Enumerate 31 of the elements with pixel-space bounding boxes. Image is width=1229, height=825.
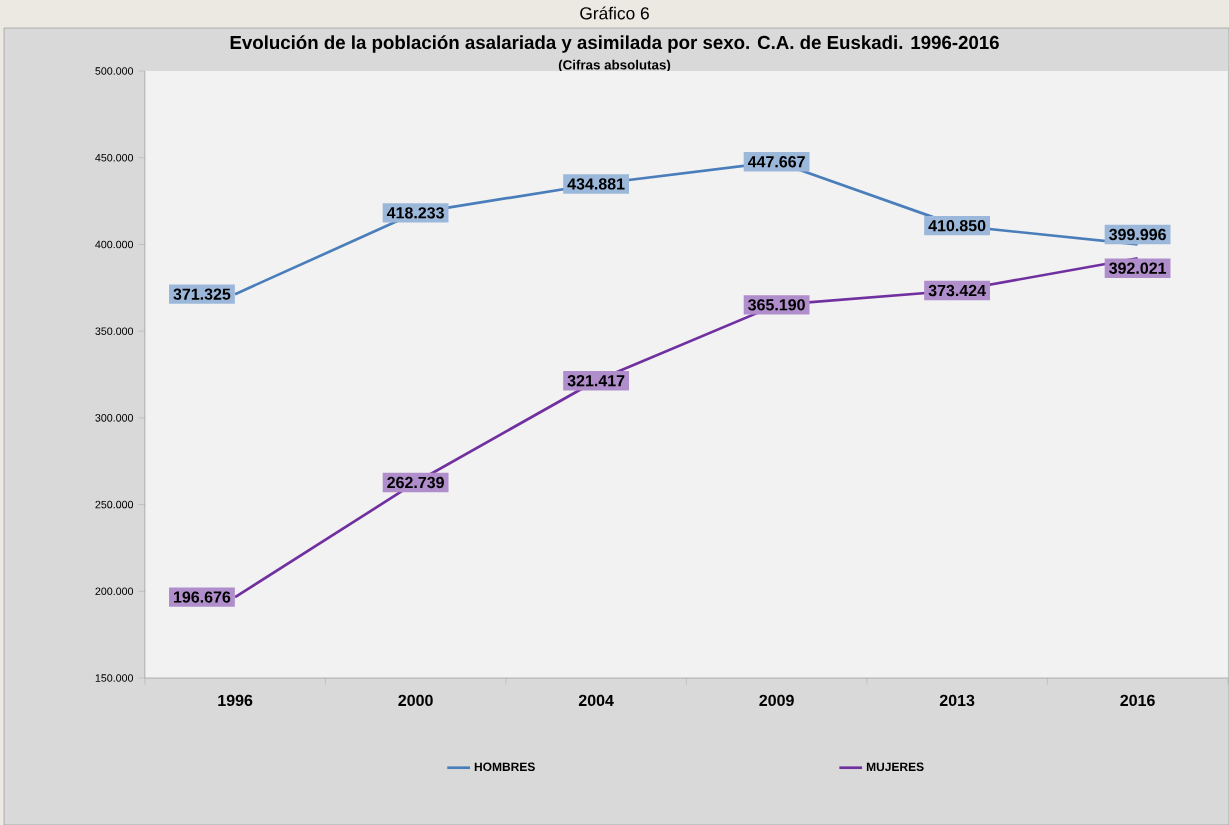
y-tick-label: 500.000: [95, 67, 134, 75]
data-label: 321.417: [567, 375, 625, 387]
y-tick-label: 400.000: [95, 240, 134, 249]
data-label: 373.424: [928, 284, 986, 297]
x-tick-label: 2016: [1120, 694, 1155, 707]
y-tick-label: 200.000: [95, 587, 134, 596]
chart-subtitle: (Cifras absolutas): [558, 59, 671, 73]
x-tick-label: 1996: [218, 694, 253, 707]
data-label: 418.233: [386, 207, 444, 219]
data-label: 392.021: [1109, 262, 1167, 274]
data-label: 365.190: [748, 299, 805, 311]
y-tick-label: 450.000: [95, 153, 134, 162]
x-tick-label: 2009: [759, 694, 794, 707]
text: Gráfico 6: [580, 6, 649, 20]
x-tick-label: 2004: [578, 694, 614, 707]
legend-label: MUJERES: [866, 762, 924, 772]
data-label: 410.850: [928, 219, 986, 232]
y-tick-label: 300.000: [95, 414, 134, 422]
data-label: 262.739: [387, 476, 444, 489]
x-tick-label: 2013: [939, 694, 975, 707]
data-label: 434.881: [567, 178, 625, 190]
x-tick-label: 2000: [398, 694, 433, 707]
data-label: 447.667: [747, 156, 805, 168]
data-label: 371.325: [173, 288, 231, 300]
chart-title: Evolución de la población asalariada y asimilada por sexo. C.A. de Euskadi. 1996-2016: [230, 35, 999, 53]
data-label: 399.996: [1109, 228, 1166, 241]
data-label: 196.676: [174, 591, 231, 603]
y-tick-label: 250.000: [95, 500, 134, 509]
y-tick-label: 150.000: [95, 674, 134, 682]
y-tick-label: 350.000: [95, 327, 134, 335]
legend-label: HOMBRES: [474, 762, 535, 772]
